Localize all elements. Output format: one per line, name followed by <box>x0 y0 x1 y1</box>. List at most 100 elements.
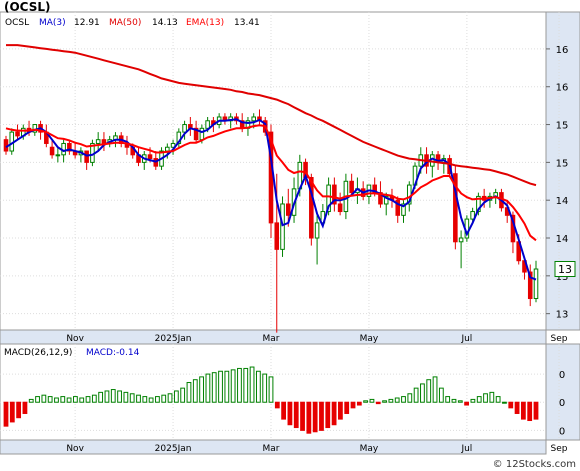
date-tick-label: Mar <box>263 444 280 454</box>
date-tick-label: May <box>360 334 379 344</box>
macd-bar-positive <box>230 369 236 403</box>
date-tick-label: May <box>360 444 379 454</box>
macd-bar-positive <box>167 393 173 403</box>
candle-up <box>165 146 170 152</box>
macd-bar-negative <box>356 401 362 406</box>
candle-down <box>349 180 354 194</box>
macd-bar-positive <box>394 397 400 403</box>
candle-down <box>285 203 291 216</box>
legend-ma3-value: 12.91 <box>74 18 100 28</box>
macd-bar-positive <box>98 391 104 403</box>
macd-tick-label: 0 <box>559 398 565 409</box>
macd-bar-negative <box>312 401 318 433</box>
candle-up <box>205 120 210 129</box>
macd-bar-positive <box>211 372 217 403</box>
macd-bar-positive <box>205 373 211 403</box>
macd-bar-positive <box>142 396 148 403</box>
macd-bar-positive <box>470 398 476 403</box>
macd-bar-positive <box>407 393 413 403</box>
candle-down <box>395 199 401 216</box>
macd-bar-positive <box>432 376 438 403</box>
date-tick-label: 2025Jan <box>155 334 192 344</box>
date-tick-label: Sep <box>551 334 568 344</box>
candle-up <box>280 203 285 250</box>
macd-bar-negative <box>344 401 350 414</box>
macd-bar-positive <box>136 394 141 403</box>
macd-bar-positive <box>382 400 387 403</box>
price-axis-labels: 16 16 15 15 14 14 13 13 <box>546 45 568 321</box>
current-price-tag: 13 <box>554 261 576 277</box>
macd-bar-positive <box>413 387 419 403</box>
macd-bar-negative <box>300 401 305 431</box>
price-tick-label: 14 <box>556 234 569 245</box>
candle-up <box>199 127 205 141</box>
macd-bar-positive <box>457 400 463 403</box>
macd-bar-positive <box>180 387 186 403</box>
legend-ma50-label: MA(50) <box>109 18 141 28</box>
macd-bar-positive <box>54 397 59 403</box>
macd-bar-negative <box>338 401 343 420</box>
macd-bar-positive <box>117 390 122 403</box>
legend-ema13-value: 13.41 <box>234 18 260 28</box>
macd-bar-positive <box>262 373 268 403</box>
macd-bar-positive <box>426 379 432 403</box>
macd-legend-label: MACD(26,12,9) <box>4 348 72 358</box>
candle-down <box>101 139 107 144</box>
macd-bar-positive <box>91 394 97 403</box>
macd-bar-positive <box>85 396 91 403</box>
macd-bar-positive <box>369 398 375 403</box>
candle-down <box>147 154 153 160</box>
moving-average-lines <box>5 44 537 281</box>
candle-down <box>15 131 20 137</box>
macd-bar-positive <box>66 397 72 403</box>
legend-ma3-label: MA(3) <box>39 18 66 28</box>
candle-up <box>251 116 257 122</box>
macd-bar-positive <box>186 382 192 403</box>
macd-bar-negative <box>9 401 15 423</box>
macd-bar-negative <box>508 401 514 409</box>
candle-up <box>326 184 331 213</box>
macd-bar-positive <box>255 370 261 403</box>
candle-up <box>314 222 320 239</box>
candle-down <box>49 146 55 156</box>
price-tick-label: 15 <box>556 121 569 132</box>
macd-bar-positive <box>420 383 425 403</box>
date-tick-label: 2025Jan <box>155 444 192 454</box>
macd-bar-positive <box>483 393 488 403</box>
legend-symbol: OCSL <box>5 18 29 28</box>
macd-bar-negative <box>375 401 381 405</box>
macd-bar-positive <box>438 387 444 403</box>
macd-bar-negative <box>306 401 312 434</box>
macd-bar-positive <box>237 367 242 403</box>
macd-legend-value: MACD:-0.14 <box>86 348 140 358</box>
date-tick-label: Jul <box>460 334 472 344</box>
candle-down <box>67 142 72 152</box>
candle-down <box>453 173 458 243</box>
macd-bar-negative <box>319 401 324 431</box>
candle-up <box>401 203 406 216</box>
macd-bar-positive <box>401 396 406 403</box>
macd-bar-negative <box>274 401 280 409</box>
date-tick-label: Nov <box>66 334 84 344</box>
macd-bar-positive <box>445 396 451 403</box>
price-tick-label: 13 <box>556 272 569 283</box>
date-axis-labels: Nov Nov 2025Jan 2025Jan Mar Mar May May Jul Jul Se… <box>66 334 567 454</box>
candle-down <box>332 184 337 205</box>
macd-bar-positive <box>495 396 501 403</box>
macd-bar-positive <box>388 398 394 403</box>
macd-bar-positive <box>489 391 495 403</box>
macd-bar-positive <box>148 397 154 403</box>
ema13-line <box>5 124 537 242</box>
macd-bar-negative <box>281 401 287 420</box>
macd-axis-panel <box>545 343 580 441</box>
macd-bar-positive <box>199 376 204 403</box>
macd-bar-positive <box>161 394 167 403</box>
macd-bar-positive <box>60 396 66 403</box>
macd-bar-positive <box>476 396 482 403</box>
price-tick-label: 15 <box>556 158 569 169</box>
ma50-line <box>6 44 537 187</box>
macd-tick-label: 0 <box>559 370 565 381</box>
candle-up <box>182 124 187 133</box>
price-tick-label: 14 <box>556 196 569 207</box>
